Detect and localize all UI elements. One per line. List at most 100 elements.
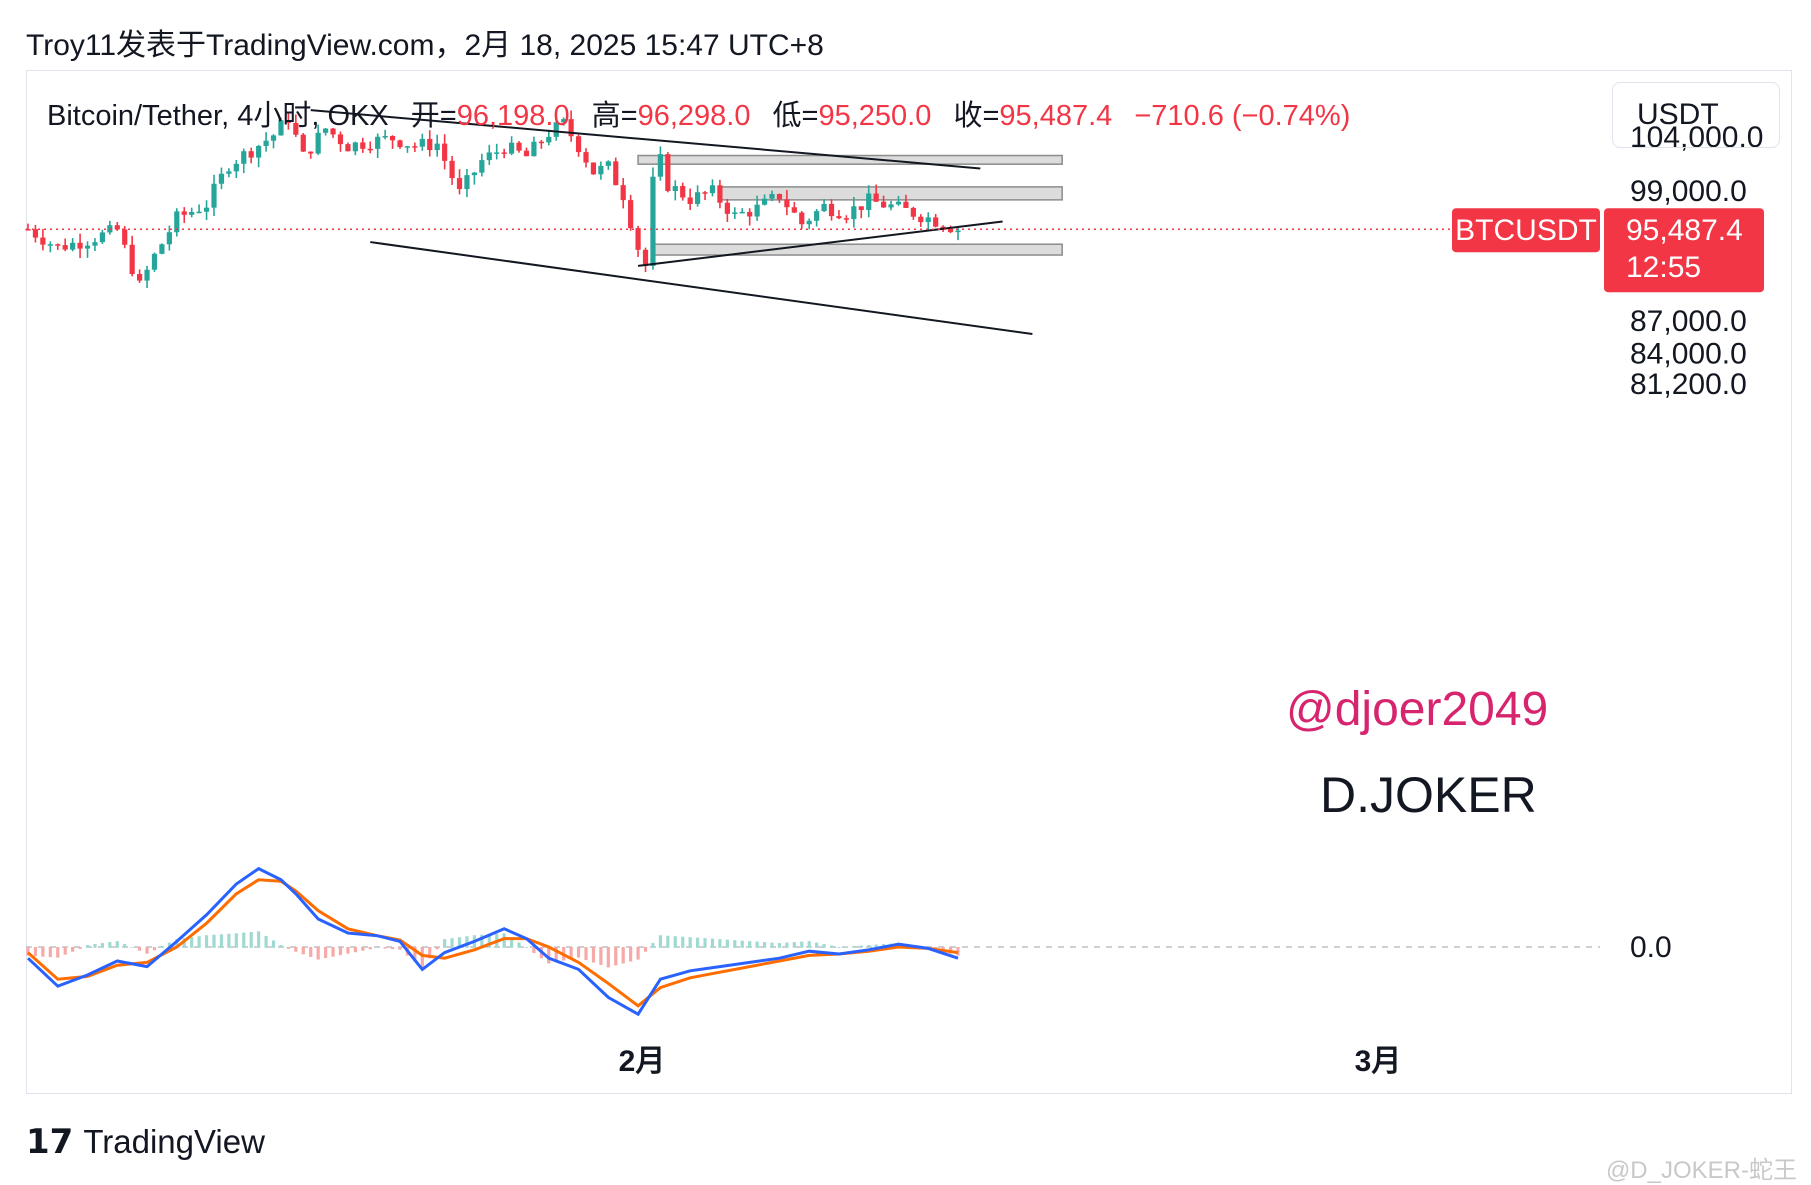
candle-body	[575, 136, 582, 153]
candle	[866, 185, 872, 218]
macd-histogram-bar	[108, 942, 112, 948]
candle-body	[77, 242, 83, 249]
candle	[821, 199, 827, 212]
macd-histogram-bar	[249, 931, 253, 948]
macd-histogram-bar	[576, 947, 581, 958]
candle	[724, 198, 730, 222]
macd-histogram-bar	[26, 947, 30, 956]
macd-histogram-bar	[443, 939, 447, 948]
candle	[330, 127, 336, 138]
last-price-tag: BTCUSDT 95,487.4 12:55	[1452, 208, 1764, 293]
candle	[665, 152, 671, 193]
candle	[456, 169, 463, 195]
candle	[40, 228, 46, 251]
candle	[672, 180, 678, 201]
macd-histogram-bar	[837, 947, 841, 948]
candle	[337, 131, 344, 152]
candle-body	[263, 140, 269, 146]
macd-histogram-bar	[777, 943, 782, 948]
symbol-description[interactable]: Bitcoin/Tether, 4小时, OKX	[47, 100, 389, 132]
candle	[858, 206, 864, 219]
candle-body	[464, 175, 470, 190]
candle-body	[925, 217, 931, 223]
candle	[427, 130, 433, 157]
candle-body	[456, 178, 463, 190]
candle	[62, 238, 68, 252]
candle	[925, 212, 931, 232]
candle	[404, 145, 411, 153]
candle-body	[695, 192, 701, 204]
candle	[613, 157, 619, 186]
candle-body	[851, 206, 857, 220]
macd-histogram-bar	[822, 944, 826, 948]
macd-histogram-bar	[190, 937, 194, 948]
currency-unit-button[interactable]: USDT	[1612, 82, 1780, 148]
candle	[851, 196, 857, 228]
macd-histogram-bar	[867, 945, 871, 948]
candle	[375, 133, 381, 158]
macd-histogram-bar	[160, 946, 164, 948]
candle	[501, 148, 507, 159]
candle-body	[538, 141, 544, 144]
macd-histogram-bar	[844, 946, 848, 948]
candle	[650, 167, 656, 270]
macd-histogram-bar	[502, 933, 506, 948]
open-value: 96,198.0	[456, 100, 570, 132]
candle-body	[672, 186, 678, 191]
candle	[449, 155, 455, 185]
price-zones	[637, 154, 1063, 256]
candle	[70, 238, 76, 252]
candle-body	[739, 211, 745, 214]
candle-body	[174, 211, 180, 233]
candle	[248, 147, 254, 164]
macd-histogram-bar	[547, 947, 551, 964]
close-label: 收=	[953, 100, 1000, 132]
macd-histogram-bar	[71, 947, 75, 952]
macd-histogram-bar	[324, 947, 328, 959]
macd-histogram-bar	[554, 947, 558, 963]
candle-body	[761, 198, 768, 205]
candle-body	[486, 152, 492, 161]
macd-histogram-bar	[666, 935, 670, 948]
candle-body	[940, 226, 946, 229]
macd-histogram-bar	[859, 945, 863, 948]
candle-body	[702, 192, 708, 194]
macd-histogram-bar	[138, 947, 142, 951]
candle	[695, 185, 701, 207]
candle-body	[866, 193, 872, 210]
macd-histogram-bar	[450, 938, 454, 948]
macd-histogram-bar	[361, 947, 365, 951]
candle	[769, 190, 775, 202]
candle-body	[397, 140, 403, 148]
macd-histogram-bar	[413, 947, 417, 962]
candle	[122, 226, 128, 249]
candle	[888, 200, 894, 211]
candle	[278, 117, 284, 136]
candle	[203, 200, 210, 221]
macd-histogram-bar	[368, 947, 372, 950]
candle-body	[494, 152, 500, 154]
candle-body	[55, 244, 61, 246]
candle	[933, 213, 939, 228]
macd-histogram-bar	[770, 942, 774, 948]
candle-body	[709, 185, 716, 194]
candle-body	[613, 161, 619, 186]
candle	[345, 142, 351, 152]
macd-histogram-bar	[733, 940, 737, 948]
candle	[211, 174, 217, 217]
macd-histogram-bar	[629, 947, 633, 962]
macd-histogram-bar	[673, 936, 677, 948]
tradingview-footer[interactable]: 17 TradingView	[26, 1122, 265, 1162]
candle	[479, 153, 485, 177]
candle	[628, 194, 634, 231]
candle	[263, 132, 269, 152]
macd-histogram-bar	[762, 942, 767, 948]
candle	[494, 143, 500, 160]
macd-histogram-bar	[428, 947, 432, 959]
macd-histogram-bar	[152, 947, 157, 951]
candle	[144, 265, 150, 288]
candle	[226, 168, 232, 178]
macd-histogram-bar	[331, 947, 335, 957]
candle	[910, 206, 916, 220]
